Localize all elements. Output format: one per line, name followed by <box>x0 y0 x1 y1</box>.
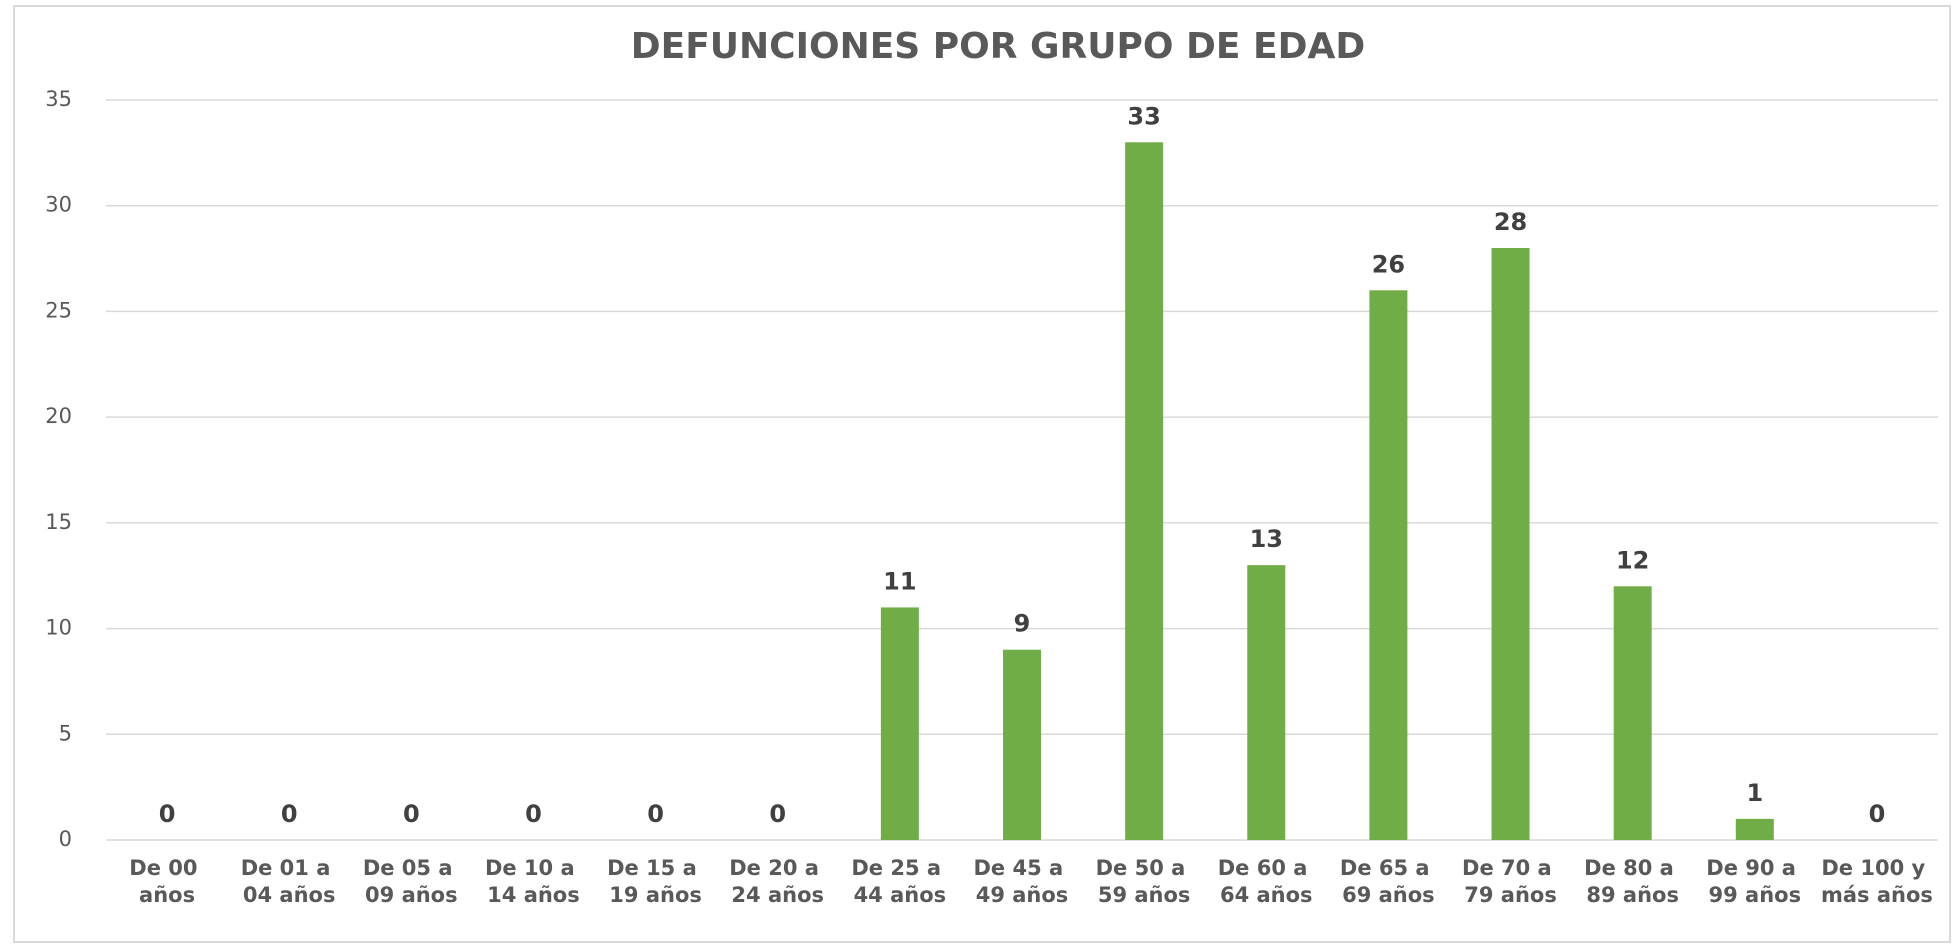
bar <box>1369 290 1408 840</box>
chart-frame <box>13 5 1951 943</box>
data-label: 0 <box>525 800 542 828</box>
x-tick-label: De 70 a 79 años <box>1462 856 1559 907</box>
data-label: 0 <box>159 800 176 828</box>
bar <box>1613 586 1652 840</box>
y-tick-label: 25 <box>45 298 72 322</box>
x-tick-label: De 90 a 99 años <box>1706 856 1803 907</box>
x-tick-label: De 50 a 59 años <box>1096 856 1193 907</box>
x-tick-label: De 100 y más años <box>1821 856 1933 907</box>
data-label: 33 <box>1127 102 1160 130</box>
data-label: 13 <box>1250 525 1283 553</box>
bar <box>1735 818 1774 840</box>
data-label: 0 <box>769 800 786 828</box>
y-tick-label: 20 <box>45 404 72 428</box>
x-tick-label: De 01 a 04 años <box>241 856 338 907</box>
data-label: 26 <box>1372 250 1405 278</box>
bar <box>1125 142 1164 841</box>
y-tick-label: 35 <box>45 87 72 111</box>
x-tick-label: De 45 a 49 años <box>973 856 1070 907</box>
data-label: 0 <box>281 800 298 828</box>
data-label: 0 <box>403 800 420 828</box>
data-label: 0 <box>647 800 664 828</box>
bar <box>1003 649 1041 840</box>
data-label: 12 <box>1616 546 1649 574</box>
x-tick-label: De 60 a 64 años <box>1218 856 1315 907</box>
x-tick-label: De 65 a 69 años <box>1340 856 1437 907</box>
x-tick-label: De 05 a 09 años <box>363 856 460 907</box>
chart-title: DEFUNCIONES POR GRUPO DE EDAD <box>631 26 1366 67</box>
x-tick-label: De 10 a 14 años <box>485 856 582 907</box>
bar <box>1247 565 1286 840</box>
data-label: 28 <box>1494 208 1527 236</box>
data-label: 1 <box>1746 779 1763 807</box>
y-tick-label: 0 <box>59 827 72 851</box>
x-tick-label: De 80 a 89 años <box>1584 856 1681 907</box>
data-label: 0 <box>1869 800 1886 828</box>
y-tick-label: 30 <box>45 193 72 217</box>
bar <box>1491 248 1530 840</box>
x-tick-label: De 20 a 24 años <box>729 856 826 907</box>
x-tick-label: De 15 a 19 años <box>607 856 704 907</box>
data-label: 9 <box>1014 610 1031 638</box>
x-tick-label: De 00 años <box>129 856 205 907</box>
y-tick-label: 10 <box>45 616 72 640</box>
y-tick-label: 15 <box>45 510 72 534</box>
data-label: 11 <box>883 567 916 595</box>
y-tick-label: 5 <box>59 721 72 745</box>
x-tick-label: De 25 a 44 años <box>851 856 948 907</box>
bar <box>880 607 919 840</box>
